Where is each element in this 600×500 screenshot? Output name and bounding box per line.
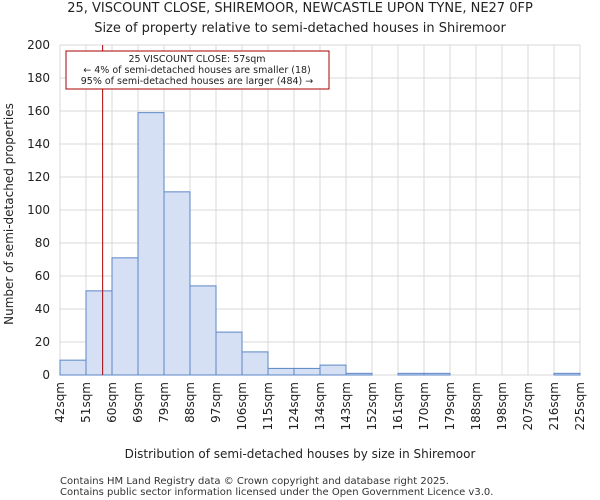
y-tick-label: 200 — [27, 38, 50, 52]
bars-group — [59, 112, 581, 376]
x-tick-label: 170sqm — [417, 382, 431, 430]
x-tick-label: 124sqm — [287, 382, 301, 430]
x-tick-label: 198sqm — [495, 382, 509, 430]
histogram-bar — [423, 372, 451, 376]
x-tick-label: 106sqm — [235, 382, 249, 430]
x-tick-label: 115sqm — [261, 382, 275, 430]
histogram-bar — [397, 372, 425, 376]
x-tick-label: 216sqm — [547, 382, 561, 430]
chart-title: 25, VISCOUNT CLOSE, SHIREMOOR, NEWCASTLE… — [67, 1, 533, 16]
histogram-bar — [189, 285, 217, 376]
x-tick-label: 161sqm — [391, 382, 405, 430]
histogram-bar — [553, 372, 581, 376]
chart-subtitle: Size of property relative to semi-detach… — [94, 21, 506, 36]
footer-line-1: Contains HM Land Registry data © Crown c… — [60, 476, 449, 487]
y-tick-label: 60 — [35, 269, 50, 283]
annotation-box: 25 VISCOUNT CLOSE: 57sqm ← 4% of semi-de… — [65, 50, 330, 90]
x-tick-label: 207sqm — [521, 382, 535, 430]
x-tick-label: 60sqm — [105, 382, 119, 423]
footer-line-2: Contains public sector information licen… — [60, 487, 493, 498]
histogram-bar — [293, 367, 321, 376]
histogram-bar — [319, 364, 347, 376]
y-tick-label: 140 — [27, 137, 50, 151]
histogram-bar — [345, 372, 373, 376]
x-tick-label: 143sqm — [339, 382, 353, 430]
y-tick-label: 20 — [35, 335, 50, 349]
y-tick-label: 0 — [42, 368, 50, 382]
histogram-bar — [163, 191, 191, 376]
annotation-line-3: 95% of semi-detached houses are larger (… — [81, 76, 314, 87]
x-tick-label: 69sqm — [131, 382, 145, 423]
y-tick-label: 100 — [27, 203, 50, 217]
x-axis-ticks: 42sqm 51sqm 60sqm 69sqm 79sqm 88sqm 97sqm 106sq… — [53, 382, 587, 430]
x-tick-label: 134sqm — [313, 382, 327, 430]
y-tick-label: 160 — [27, 104, 50, 118]
x-tick-label: 188sqm — [469, 382, 483, 430]
y-tick-label: 180 — [27, 71, 50, 85]
histogram-bar — [111, 257, 139, 376]
histogram-bar — [59, 359, 87, 376]
x-tick-label: 179sqm — [443, 382, 457, 430]
y-axis-label: Number of semi-detached properties — [2, 103, 16, 325]
x-tick-label: 97sqm — [209, 382, 223, 423]
annotation-line-1: 25 VISCOUNT CLOSE: 57sqm — [128, 54, 265, 65]
histogram-bar — [215, 331, 243, 376]
x-tick-label: 51sqm — [79, 382, 93, 423]
x-tick-label: 42sqm — [53, 382, 67, 423]
y-tick-label: 40 — [35, 302, 50, 316]
x-tick-label: 225sqm — [573, 382, 587, 430]
x-tick-label: 88sqm — [183, 382, 197, 423]
y-tick-label: 120 — [27, 170, 50, 184]
x-tick-label: 79sqm — [157, 382, 171, 423]
annotation-border — [65, 50, 330, 90]
y-axis-ticks: 0 20 40 60 80 100 120 140 160 180 200 — [27, 38, 50, 382]
histogram-bar — [85, 290, 113, 376]
histogram-bar — [137, 112, 165, 376]
y-tick-label: 80 — [35, 236, 50, 250]
histogram-bar — [267, 367, 295, 376]
x-tick-label: 152sqm — [365, 382, 379, 430]
annotation-line-2: ← 4% of semi-detached houses are smaller… — [83, 65, 311, 76]
x-axis-label: Distribution of semi-detached houses by … — [125, 447, 476, 461]
histogram-bar — [241, 351, 269, 376]
